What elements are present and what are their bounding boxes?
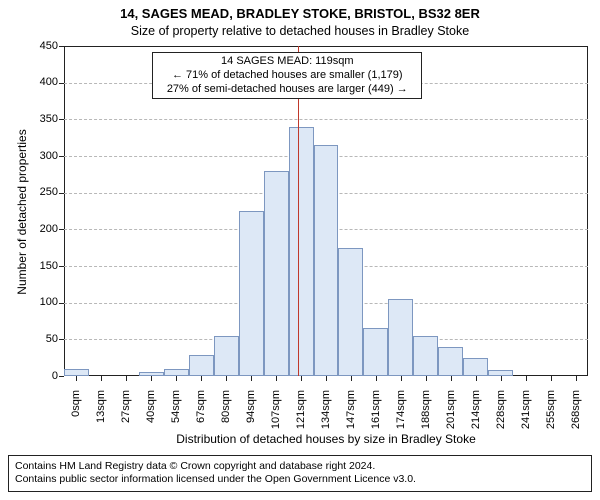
- y-tick-label: 450: [24, 40, 58, 52]
- x-tick-label: 94sqm: [245, 390, 257, 440]
- annotation-box: 14 SAGES MEAD: 119sqm← 71% of detached h…: [152, 52, 422, 99]
- y-tick: [59, 266, 64, 267]
- x-tick: [501, 376, 502, 381]
- x-tick-label: 268sqm: [570, 390, 582, 440]
- bar: [64, 369, 89, 376]
- x-tick: [101, 376, 102, 381]
- x-tick-label: 13sqm: [95, 390, 107, 440]
- bar: [363, 328, 388, 376]
- x-tick: [551, 376, 552, 381]
- x-tick-label: 255sqm: [545, 390, 557, 440]
- grid-line: [64, 119, 588, 121]
- bar: [463, 358, 488, 376]
- chart-container: { "title_line1": "14, SAGES MEAD, BRADLE…: [0, 0, 600, 500]
- bar: [338, 248, 363, 376]
- x-tick: [401, 376, 402, 381]
- x-tick: [126, 376, 127, 381]
- bar: [438, 347, 463, 376]
- footer-line-1: Contains HM Land Registry data © Crown c…: [15, 460, 585, 474]
- x-tick-label: 0sqm: [70, 390, 82, 440]
- x-tick-label: 174sqm: [395, 390, 407, 440]
- x-tick: [451, 376, 452, 381]
- x-tick: [76, 376, 77, 381]
- y-tick-label: 250: [24, 186, 58, 198]
- x-tick-label: 80sqm: [220, 390, 232, 440]
- x-tick: [326, 376, 327, 381]
- x-tick: [176, 376, 177, 381]
- y-tick-label: 200: [24, 223, 58, 235]
- bar: [314, 145, 339, 376]
- y-tick: [59, 303, 64, 304]
- x-tick: [576, 376, 577, 381]
- y-tick-label: 50: [24, 333, 58, 345]
- y-tick-label: 150: [24, 260, 58, 272]
- x-tick: [476, 376, 477, 381]
- bar: [189, 355, 214, 376]
- x-tick: [276, 376, 277, 381]
- y-axis-title: Number of detached properties: [15, 47, 29, 377]
- x-tick: [151, 376, 152, 381]
- bar: [164, 369, 189, 376]
- y-tick: [59, 119, 64, 120]
- x-tick: [201, 376, 202, 381]
- y-tick-label: 300: [24, 150, 58, 162]
- x-tick-label: 54sqm: [170, 390, 182, 440]
- footer-attribution: Contains HM Land Registry data © Crown c…: [8, 455, 592, 492]
- y-tick: [59, 339, 64, 340]
- y-tick: [59, 83, 64, 84]
- x-tick-label: 214sqm: [470, 390, 482, 440]
- y-tick: [59, 376, 64, 377]
- x-tick: [226, 376, 227, 381]
- x-tick: [351, 376, 352, 381]
- x-tick: [301, 376, 302, 381]
- x-tick-label: 241sqm: [520, 390, 532, 440]
- y-tick: [59, 156, 64, 157]
- y-tick-label: 400: [24, 76, 58, 88]
- bar: [264, 171, 289, 376]
- x-tick-label: 147sqm: [345, 390, 357, 440]
- x-tick-label: 201sqm: [445, 390, 457, 440]
- bar: [289, 127, 314, 376]
- annotation-line: 27% of semi-detached houses are larger (…: [157, 83, 417, 97]
- x-tick-label: 27sqm: [120, 390, 132, 440]
- y-tick: [59, 229, 64, 230]
- y-tick-label: 100: [24, 296, 58, 308]
- x-tick-label: 188sqm: [420, 390, 432, 440]
- x-tick: [376, 376, 377, 381]
- bar: [214, 336, 239, 376]
- footer-line-2: Contains public sector information licen…: [15, 473, 585, 487]
- x-tick-label: 134sqm: [320, 390, 332, 440]
- annotation-line: 14 SAGES MEAD: 119sqm: [157, 55, 417, 69]
- y-tick: [59, 46, 64, 47]
- x-tick: [426, 376, 427, 381]
- x-tick-label: 161sqm: [370, 390, 382, 440]
- x-tick-label: 228sqm: [495, 390, 507, 440]
- bar: [388, 299, 413, 376]
- annotation-line: ← 71% of detached houses are smaller (1,…: [157, 69, 417, 83]
- chart-title: 14, SAGES MEAD, BRADLEY STOKE, BRISTOL, …: [0, 6, 600, 21]
- x-tick-label: 107sqm: [270, 390, 282, 440]
- y-tick-label: 0: [24, 370, 58, 382]
- x-tick: [526, 376, 527, 381]
- y-tick: [59, 193, 64, 194]
- bar: [239, 211, 264, 376]
- bar: [413, 336, 438, 376]
- x-tick: [251, 376, 252, 381]
- plot-area: 14 SAGES MEAD: 119sqm← 71% of detached h…: [64, 46, 588, 376]
- x-tick-label: 67sqm: [195, 390, 207, 440]
- chart-subtitle: Size of property relative to detached ho…: [0, 24, 600, 38]
- y-tick-label: 350: [24, 113, 58, 125]
- x-tick-label: 121sqm: [295, 390, 307, 440]
- x-tick-label: 40sqm: [145, 390, 157, 440]
